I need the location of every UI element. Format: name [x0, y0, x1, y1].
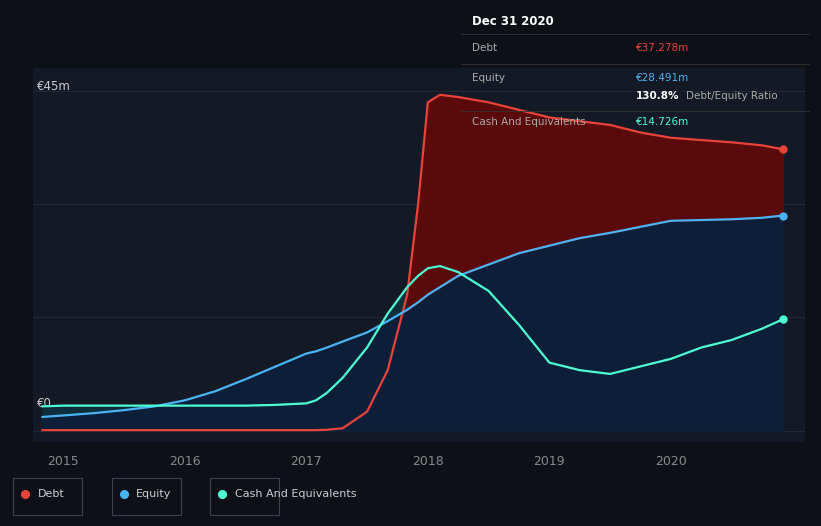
FancyBboxPatch shape	[112, 478, 181, 515]
Text: Equity: Equity	[136, 489, 172, 500]
Text: Debt: Debt	[472, 43, 497, 54]
Text: €37.278m: €37.278m	[636, 43, 689, 54]
FancyBboxPatch shape	[210, 478, 279, 515]
Text: Debt: Debt	[38, 489, 65, 500]
Text: €45m: €45m	[37, 79, 71, 93]
Text: €28.491m: €28.491m	[636, 73, 689, 83]
Text: €14.726m: €14.726m	[636, 117, 689, 127]
Text: Dec 31 2020: Dec 31 2020	[472, 15, 553, 28]
Text: 130.8%: 130.8%	[636, 90, 679, 101]
Text: Equity: Equity	[472, 73, 505, 83]
FancyBboxPatch shape	[13, 478, 82, 515]
Text: Debt/Equity Ratio: Debt/Equity Ratio	[686, 90, 778, 101]
Text: €0: €0	[37, 397, 52, 410]
Text: Cash And Equivalents: Cash And Equivalents	[235, 489, 356, 500]
Text: Cash And Equivalents: Cash And Equivalents	[472, 117, 585, 127]
